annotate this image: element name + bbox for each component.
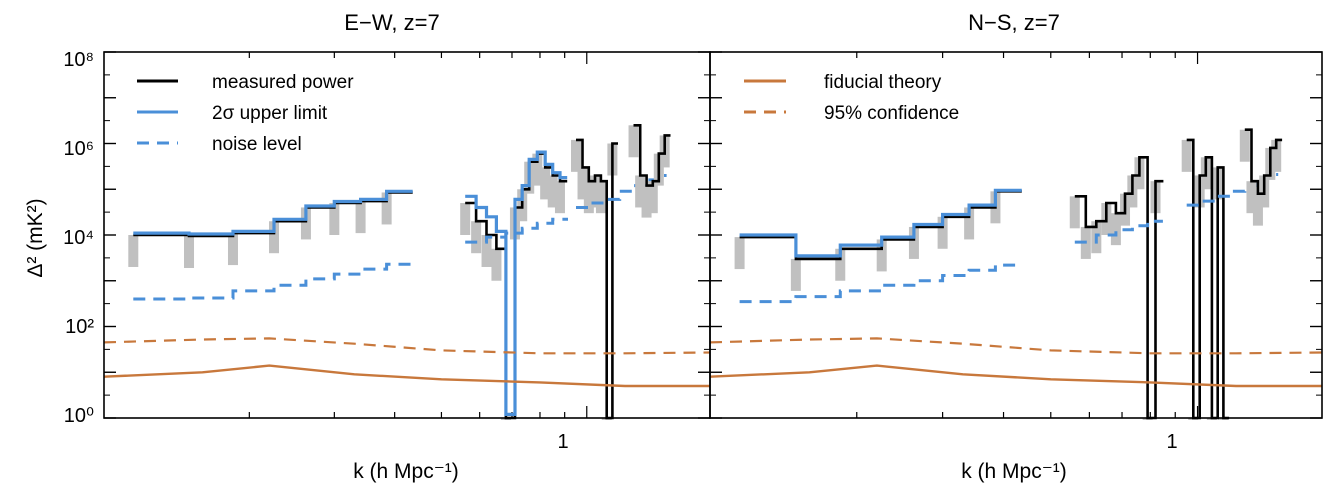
- error-band: [300, 207, 311, 240]
- y-tick-label-8: 10⁸: [63, 49, 94, 71]
- error-band: [577, 167, 588, 200]
- error-band: [329, 203, 340, 235]
- error-band: [583, 181, 594, 214]
- error-band: [628, 125, 639, 158]
- error-band: [635, 175, 646, 208]
- series-noise-level-2: [739, 263, 1022, 304]
- error-band: [937, 216, 948, 249]
- x-axis-label-ns: k (h Mpc⁻¹): [961, 460, 1067, 483]
- error-band: [355, 201, 366, 234]
- series-2-upper-limit-4: [465, 150, 568, 416]
- y-tick-label-0: 10⁰: [64, 405, 94, 427]
- legend-ew: measured power 2σ upper limit noise leve…: [137, 72, 354, 155]
- error-band: [1069, 196, 1080, 229]
- error-band: [269, 221, 280, 254]
- series-noise-level-2: [133, 262, 413, 301]
- legend-label-measured: measured power: [212, 72, 354, 93]
- panel-frame-ns: [709, 51, 1323, 419]
- panel-ns: [709, 51, 1323, 420]
- series-fiducial-theory-9: [103, 364, 710, 388]
- error-band: [571, 139, 582, 172]
- error-band: [1181, 139, 1192, 172]
- error-band: [908, 226, 919, 259]
- series-noise-level-5: [465, 217, 568, 244]
- legend-label-confidence: 95% confidence: [824, 103, 959, 124]
- panel-title-ns: N−S, z=7: [968, 10, 1060, 35]
- error-band: [481, 235, 492, 267]
- series-measured-power-8: [633, 124, 671, 187]
- x-tick-label-1-ew: 1: [557, 431, 568, 453]
- series-2-upper-limit-1: [739, 188, 1022, 258]
- error-band: [547, 175, 558, 208]
- error-band: [471, 221, 482, 254]
- series-2-upper-limit-1: [133, 189, 413, 236]
- legend-label-theory: fiducial theory: [824, 72, 942, 93]
- error-band: [589, 175, 600, 208]
- error-band: [227, 233, 238, 266]
- error-band: [540, 167, 551, 200]
- error-band: [1246, 181, 1257, 214]
- series-fiducial-theory-8: [709, 364, 1322, 388]
- legend-label-noise: noise level: [212, 134, 302, 155]
- series-measured-power-3: [1074, 156, 1164, 420]
- legend-ns: fiducial theory 95% confidence: [744, 72, 959, 124]
- error-band: [491, 248, 502, 281]
- series-95-confidence-9: [709, 337, 1323, 355]
- panel-ew: [103, 51, 711, 420]
- error-band: [460, 203, 471, 235]
- error-band: [835, 248, 846, 281]
- x-tick-label-1-ns: 1: [1166, 431, 1177, 453]
- error-band: [595, 181, 606, 214]
- error-band: [790, 258, 801, 291]
- y-tick-label-6: 10⁶: [64, 138, 94, 160]
- axis-ticks: [104, 51, 710, 419]
- error-band: [1110, 213, 1121, 246]
- error-band: [128, 235, 139, 267]
- error-band: [734, 237, 745, 270]
- error-band: [964, 207, 975, 240]
- error-band: [1252, 193, 1263, 226]
- series-noise-level-4: [1074, 219, 1163, 244]
- y-tick-label-4: 10⁴: [63, 227, 94, 249]
- series-95-confidence-10: [103, 337, 711, 355]
- series-measured-power-7: [1244, 128, 1283, 195]
- panel-title-ew: E−W, z=7: [344, 10, 439, 35]
- error-band: [554, 181, 565, 214]
- y-tick-label-2: 10²: [65, 316, 94, 338]
- error-band: [184, 236, 195, 268]
- error-band: [876, 239, 887, 272]
- error-band: [647, 181, 658, 214]
- axis-ticks: [710, 51, 1322, 419]
- error-band: [1271, 139, 1282, 172]
- series-measured-power-0: [739, 190, 1022, 261]
- y-axis-label: Δ² (mK²): [24, 198, 47, 277]
- error-band: [1239, 129, 1250, 162]
- error-band: [381, 192, 392, 225]
- x-axis-label-ew: k (h Mpc⁻¹): [353, 460, 459, 483]
- error-band: [532, 153, 543, 186]
- error-band: [641, 185, 652, 218]
- legend-label-upper: 2σ upper limit: [212, 103, 328, 124]
